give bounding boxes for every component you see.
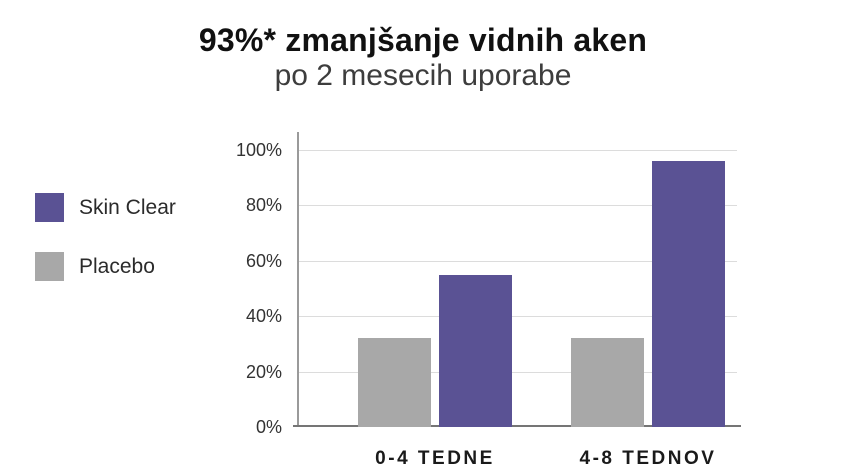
- y-axis-line: [297, 132, 299, 427]
- chart-title: 93%* zmanjšanje vidnih aken: [198, 22, 648, 58]
- bar-placebo-0: [357, 338, 431, 427]
- bar-placebo-1: [571, 338, 644, 427]
- gridline-20: [299, 371, 737, 373]
- bar-skin-clear-0: [438, 274, 512, 427]
- legend-swatch-skin-clear: [35, 193, 64, 222]
- y-tick-label-60: 60%: [245, 250, 282, 271]
- y-tick-label-80: 80%: [245, 195, 282, 216]
- legend-swatch-placebo: [35, 252, 64, 281]
- legend-item-skin-clear: Skin Clear: [35, 193, 176, 222]
- x-category-label-0: 0-4 TEDNE: [375, 448, 495, 469]
- y-tick-label-20: 20%: [245, 361, 282, 382]
- y-tick-label-40: 40%: [245, 306, 282, 327]
- gridline-80: [299, 205, 737, 207]
- x-axis-line: [293, 425, 741, 427]
- plot-area: [293, 132, 741, 427]
- legend-label-skin-clear: Skin Clear: [79, 195, 176, 219]
- gridline-40: [299, 316, 737, 318]
- legend-item-placebo: Placebo: [35, 252, 155, 281]
- gridline-60: [299, 260, 737, 262]
- gridline-100: [299, 150, 737, 151]
- bar-skin-clear-1: [652, 161, 725, 427]
- y-tick-label-0: 0%: [255, 417, 282, 437]
- chart-subtitle: po 2 mesecih uporabe: [274, 59, 572, 92]
- x-category-label-1: 4-8 TEDNOV: [579, 448, 717, 469]
- legend-label-placebo: Placebo: [79, 254, 155, 278]
- y-tick-label-100: 100%: [235, 140, 282, 160]
